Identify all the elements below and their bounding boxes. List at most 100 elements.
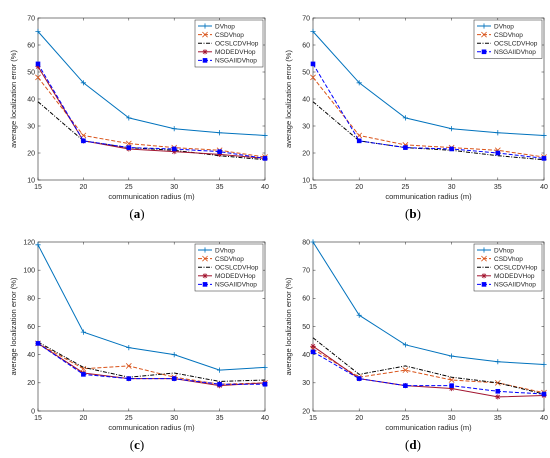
legend-entry: DVhop bbox=[215, 23, 235, 30]
series-dvhop bbox=[310, 28, 547, 139]
series-line bbox=[37, 342, 266, 385]
plus-marker bbox=[217, 367, 223, 373]
legend-entry: MODEDVHop bbox=[215, 49, 256, 56]
asterisk-marker bbox=[202, 49, 208, 55]
asterisk-marker bbox=[495, 394, 501, 400]
legend-entry: OCSLCDVHop bbox=[215, 41, 259, 48]
plus-marker bbox=[310, 239, 316, 245]
panel-caption: (b) bbox=[405, 206, 421, 221]
x-tick-label: 35 bbox=[494, 415, 502, 422]
square-marker bbox=[495, 150, 501, 156]
x-tick-label: 40 bbox=[540, 184, 548, 191]
plus-marker bbox=[80, 329, 86, 335]
plus-marker bbox=[126, 115, 132, 121]
plus-marker bbox=[541, 132, 547, 139]
x-marker bbox=[448, 377, 455, 383]
x-marker bbox=[202, 31, 208, 38]
y-tick-label: 50 bbox=[302, 69, 310, 76]
y-tick-label: 20 bbox=[27, 380, 35, 387]
square-marker bbox=[356, 138, 362, 144]
legend-entry: NSGAIIDVhop bbox=[494, 49, 536, 56]
y-tick-label: 20 bbox=[27, 150, 35, 157]
y-tick-label: 40 bbox=[302, 352, 310, 359]
legend-entry: MODEDVHop bbox=[215, 273, 256, 280]
y-axis-label: average localization error (%) bbox=[284, 277, 293, 375]
series-line bbox=[312, 337, 545, 395]
series-line bbox=[312, 345, 545, 398]
x-marker bbox=[35, 74, 41, 81]
series-dvhop bbox=[310, 239, 547, 368]
legend-entry: NSGAIIDVhop bbox=[215, 282, 257, 289]
plus-marker bbox=[495, 359, 501, 365]
series-ocslcdvhop bbox=[312, 101, 545, 161]
plus-marker bbox=[262, 364, 268, 370]
x-marker bbox=[125, 363, 132, 369]
series-line bbox=[37, 101, 266, 161]
square-marker bbox=[262, 156, 268, 161]
x-marker bbox=[402, 367, 409, 374]
plus-marker bbox=[171, 126, 177, 132]
y-tick-label: 40 bbox=[302, 96, 310, 103]
x-marker bbox=[125, 140, 132, 147]
plus-marker bbox=[310, 28, 316, 35]
x-tick-label: 40 bbox=[261, 415, 269, 422]
series-line bbox=[37, 77, 266, 158]
y-tick-label: 80 bbox=[27, 296, 35, 303]
square-marker bbox=[310, 61, 316, 67]
y-tick-label: 30 bbox=[302, 123, 310, 130]
plus-marker bbox=[262, 132, 268, 139]
y-tick-label: 30 bbox=[27, 123, 35, 130]
x-marker bbox=[80, 365, 87, 372]
legend-entry: CSDVhop bbox=[494, 32, 523, 39]
y-tick-label: 20 bbox=[302, 150, 310, 157]
square-marker bbox=[217, 149, 222, 154]
square-marker bbox=[481, 282, 487, 287]
plus-marker bbox=[202, 23, 208, 29]
plus-marker bbox=[481, 23, 487, 29]
x-tick-label: 20 bbox=[80, 415, 88, 422]
x-axis-label: communication radius (m) bbox=[385, 423, 472, 432]
series-line bbox=[312, 63, 545, 159]
x-tick-label: 25 bbox=[125, 415, 133, 422]
x-tick-label: 30 bbox=[448, 415, 456, 422]
asterisk-marker bbox=[202, 273, 208, 279]
square-marker bbox=[35, 341, 41, 346]
panel-caption: (c) bbox=[130, 437, 144, 452]
legend-entry: OCSLCDVHop bbox=[494, 41, 538, 48]
asterisk-marker bbox=[171, 149, 177, 155]
asterisk-marker bbox=[310, 343, 316, 349]
x-tick-label: 30 bbox=[170, 415, 178, 422]
x-tick-label: 40 bbox=[261, 184, 269, 191]
x-axis-label: communication radius (m) bbox=[108, 192, 195, 201]
y-tick-label: 20 bbox=[302, 408, 310, 415]
chart-panel-4: 15 20 25 30 35 4020304050607080communication … bbox=[284, 239, 548, 452]
series-nsgaiidvhop bbox=[35, 61, 268, 161]
square-marker bbox=[449, 146, 454, 152]
series-line bbox=[312, 351, 545, 395]
y-axis-label: average localization error (%) bbox=[9, 277, 18, 375]
square-marker bbox=[356, 376, 362, 381]
square-marker bbox=[81, 372, 86, 377]
legend-entry: DVhop bbox=[494, 23, 514, 30]
x-tick-label: 25 bbox=[125, 184, 133, 191]
asterisk-marker bbox=[35, 64, 41, 70]
series-line bbox=[312, 31, 545, 136]
plus-marker bbox=[35, 28, 41, 35]
x-tick-label: 15 bbox=[309, 415, 317, 422]
series-nsgaiidvhop bbox=[35, 341, 268, 387]
series-nsgaiidvhop bbox=[310, 61, 547, 161]
y-tick-label: 70 bbox=[27, 15, 35, 22]
y-tick-label: 70 bbox=[302, 15, 310, 22]
series-ocslcdvhop bbox=[37, 341, 266, 382]
x-tick-label: 35 bbox=[494, 184, 502, 191]
x-tick-label: 35 bbox=[216, 415, 224, 422]
series-line bbox=[312, 348, 545, 394]
chart-panel-1: 15 20 25 30 35 40 10 20 30 40 50 60 70 communication … bbox=[9, 15, 269, 221]
x-tick-label: 40 bbox=[540, 415, 548, 422]
y-tick-label: 40 bbox=[27, 352, 35, 359]
plus-marker bbox=[449, 126, 455, 132]
x-tick-label: 15 bbox=[34, 415, 42, 422]
